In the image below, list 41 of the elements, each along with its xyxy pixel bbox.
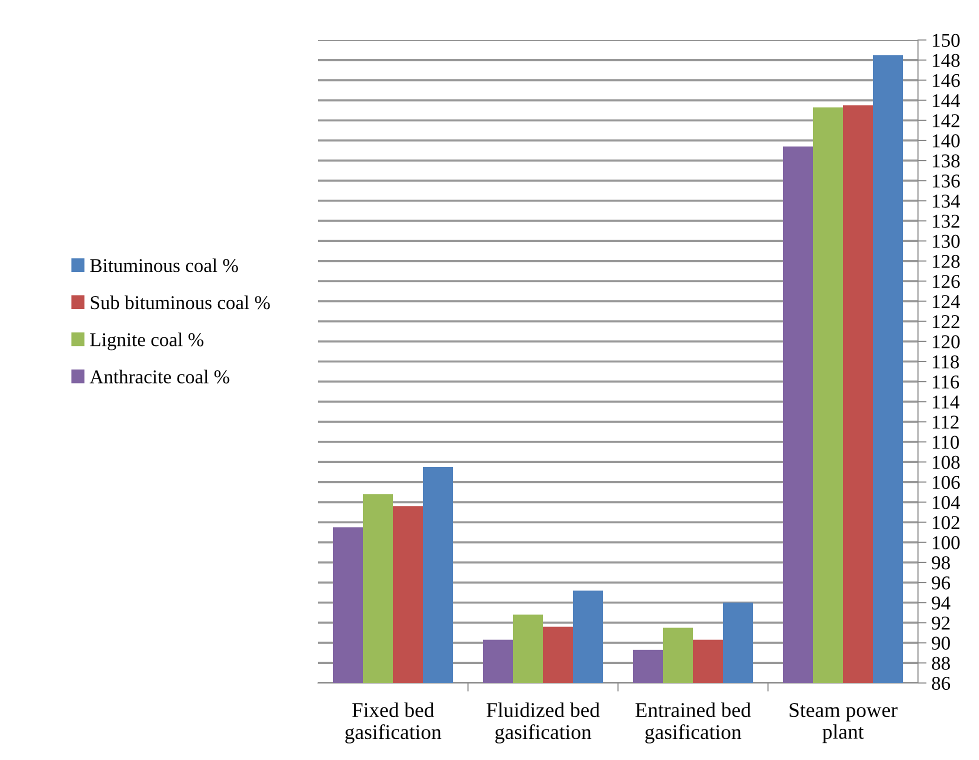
- legend-label: Bituminous coal %: [90, 258, 238, 272]
- y-tick-label: 108: [932, 456, 960, 469]
- y-tick-label: 142: [932, 114, 960, 128]
- y-tick-label: 130: [932, 234, 960, 248]
- y-tick-label: 96: [932, 576, 950, 590]
- y-tick-label: 126: [932, 274, 960, 288]
- y-tick-label: 102: [932, 516, 960, 530]
- y-tick-label: 136: [932, 174, 960, 188]
- y-tick-label: 122: [932, 315, 960, 328]
- y-tick-label: 134: [932, 194, 960, 208]
- y-tick-label: 88: [932, 656, 950, 670]
- x-tick-label: Steam power plant: [790, 703, 898, 744]
- y-tick-label: 116: [932, 375, 960, 389]
- y-tick-label: 92: [932, 616, 950, 630]
- y-tick-label: 86: [932, 676, 950, 690]
- y-tick-label: 94: [932, 596, 950, 610]
- y-tick-label: 104: [932, 496, 960, 510]
- y-tick-label: 150: [932, 34, 960, 47]
- y-tick-label: 98: [932, 556, 950, 570]
- y-tick-label: 114: [932, 396, 960, 408]
- x-tick-label: Fixed bed gasification: [345, 702, 442, 744]
- y-tick-label: 148: [932, 54, 960, 68]
- y-tick-label: 132: [932, 214, 960, 228]
- y-tick-label: 140: [932, 134, 960, 148]
- y-tick-label: 106: [932, 476, 960, 489]
- y-tick-label: 128: [932, 254, 960, 268]
- legend-label: Anthracite coal %: [90, 370, 230, 384]
- y-tick-label: 118: [932, 355, 959, 368]
- y-tick-label: 120: [932, 335, 960, 348]
- y-tick-label: 146: [932, 74, 960, 88]
- x-tick-label: Fluidized bed gasification: [486, 702, 600, 744]
- y-tick-label: 90: [932, 636, 950, 650]
- x-tick-label: Entrained bed gasification: [635, 702, 751, 744]
- legend-label: Sub bituminous coal %: [90, 296, 270, 310]
- y-tick-label: 138: [932, 154, 960, 168]
- y-tick-label: 112: [932, 416, 959, 429]
- y-tick-label: 124: [932, 295, 960, 308]
- legend-label: Lignite coal %: [90, 332, 204, 350]
- y-tick-label: 144: [932, 94, 960, 108]
- y-tick-label: 110: [932, 436, 959, 449]
- y-tick-label: 100: [932, 536, 960, 550]
